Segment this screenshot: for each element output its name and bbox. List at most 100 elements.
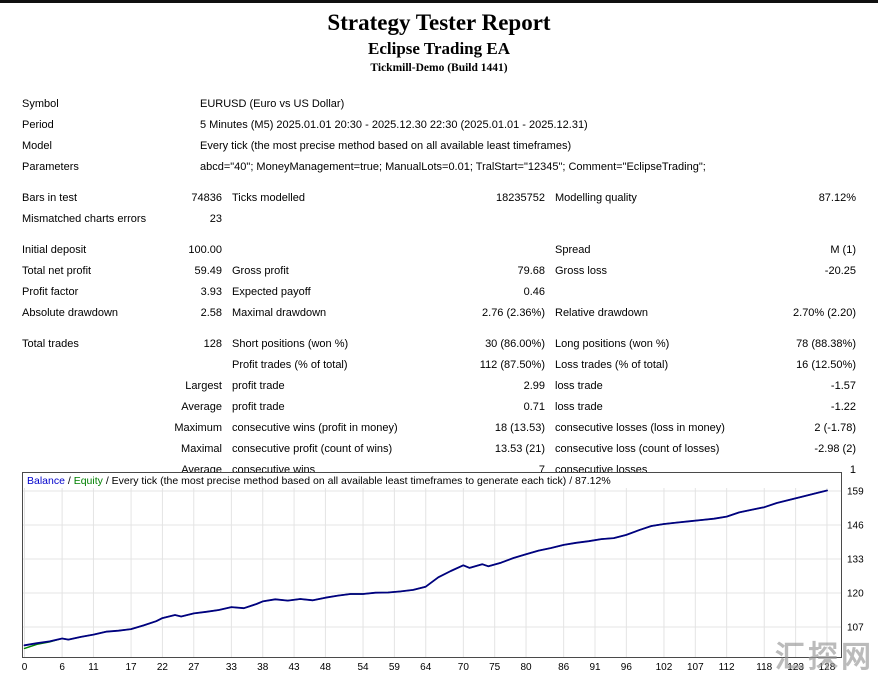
stat-value: -20.25 xyxy=(824,265,856,277)
x-axis-label: 91 xyxy=(589,662,601,673)
x-axis-label: 27 xyxy=(188,662,200,673)
stat-label: Profit trades (% of total) xyxy=(232,359,348,371)
stat-row: Initial deposit 100.00 Spread M (1) xyxy=(22,240,856,261)
stat-value: Maximum xyxy=(174,422,222,434)
stat-label: Total trades xyxy=(22,338,79,350)
legend-balance: Balance xyxy=(27,475,65,487)
x-axis-label: 43 xyxy=(289,662,301,673)
stat-label xyxy=(545,209,750,230)
stat-value: 0.71 xyxy=(523,401,545,413)
info-label: Model xyxy=(22,140,52,152)
stat-label: Loss trades (% of total) xyxy=(555,359,669,371)
info-value: EURUSD (Euro vs US Dollar) xyxy=(200,98,345,110)
stat-label: Gross profit xyxy=(232,265,289,277)
x-axis-label: 38 xyxy=(257,662,269,673)
stat-row: Maximal consecutive profit (count of wins… xyxy=(22,439,856,460)
stat-value: 23 xyxy=(209,213,222,225)
info-label: Parameters xyxy=(22,161,79,173)
stat-label: Long positions (won %) xyxy=(555,338,670,350)
stat-row: Profit factor 3.93 Expected payoff 0.46 xyxy=(22,282,856,303)
info-label: Period xyxy=(22,119,54,131)
stat-label xyxy=(222,240,450,261)
stat-value: 16 (12.50%) xyxy=(796,359,856,371)
stat-value: 2.70% (2.20) xyxy=(793,307,856,319)
stat-label xyxy=(22,376,160,397)
info-section: Symbol EURUSD (Euro vs US Dollar) Period 5 … xyxy=(22,94,856,178)
stat-label: Relative drawdown xyxy=(555,307,648,319)
stat-label: consecutive losses (loss in money) xyxy=(555,422,725,434)
info-value: Every tick (the most precise method base… xyxy=(200,140,572,152)
stat-row: Maximum consecutive wins (profit in money… xyxy=(22,418,856,439)
stat-value: M (1) xyxy=(830,244,856,256)
info-row: Symbol EURUSD (Euro vs US Dollar) xyxy=(22,94,856,115)
y-axis-label: 120 xyxy=(847,589,864,600)
info-value: abcd="40"; MoneyManagement=true; ManualL… xyxy=(200,161,706,173)
stat-value: 0.46 xyxy=(523,286,545,298)
stat-label: Spread xyxy=(555,244,591,256)
stat-label xyxy=(222,209,450,230)
x-axis-label: 64 xyxy=(420,662,432,673)
stat-label: loss trade xyxy=(555,401,603,413)
stat-label: Gross loss xyxy=(555,265,607,277)
stat-value: 100.00 xyxy=(188,244,222,256)
top-border xyxy=(0,0,878,3)
x-axis-label: 0 xyxy=(22,662,28,673)
stat-label: consecutive wins (profit in money) xyxy=(232,422,398,434)
stat-row: Total trades 128 Short positions (won %) 30… xyxy=(22,334,856,355)
stat-row: Total net profit 59.49 Gross profit 79.68 Gr… xyxy=(22,261,856,282)
y-axis-label: 107 xyxy=(847,623,864,634)
x-axis-label: 70 xyxy=(458,662,470,673)
stat-value: 2 (-1.78) xyxy=(814,422,856,434)
stat-row: Absolute drawdown 2.58 Maximal drawdown 2.7… xyxy=(22,303,856,324)
stat-value: -1.22 xyxy=(830,401,856,413)
stat-label: profit trade xyxy=(232,401,285,413)
stat-value: 2.76 (2.36%) xyxy=(482,307,545,319)
stat-label xyxy=(22,397,160,418)
x-axis-label: 75 xyxy=(489,662,501,673)
x-axis-label: 107 xyxy=(687,662,704,673)
stat-value: -2.98 (2) xyxy=(814,443,856,455)
balance-line xyxy=(23,489,828,647)
stat-value xyxy=(450,209,545,230)
x-axis-label: 96 xyxy=(621,662,633,673)
stat-value: 74836 xyxy=(191,192,222,204)
x-axis-label: 59 xyxy=(389,662,401,673)
info-value: 5 Minutes (M5) 2025.01.01 20:30 - 2025.1… xyxy=(200,119,588,131)
stat-value: 112 (87.50%) xyxy=(479,359,545,371)
stat-value: 128 xyxy=(203,338,222,350)
report-header: Strategy Tester Report Eclipse Trading E… xyxy=(0,0,878,76)
x-axis-label: 112 xyxy=(719,662,735,673)
stat-value: 3.93 xyxy=(200,286,222,298)
x-axis-label: 6 xyxy=(59,662,65,673)
x-axis-label: 102 xyxy=(656,662,673,673)
stat-value: 13.53 (21) xyxy=(494,443,545,455)
stat-label: Short positions (won %) xyxy=(232,338,349,350)
stat-value: 78 (88.38%) xyxy=(796,338,856,350)
build-info: Tickmill-Demo (Build 1441) xyxy=(370,62,508,74)
chart-legend: Balance / Equity / Every tick (the most … xyxy=(27,475,611,488)
stat-label: Bars in test xyxy=(22,192,78,204)
info-row: Model Every tick (the most precise method… xyxy=(22,136,856,157)
y-axis-label: 159 xyxy=(847,487,864,498)
stat-value: 18 (13.53) xyxy=(494,422,545,434)
x-axis-label: 33 xyxy=(226,662,238,673)
legend-sep2: / xyxy=(102,475,112,487)
stat-label: Profit factor xyxy=(22,286,79,298)
legend-equity: Equity xyxy=(73,475,103,487)
stat-label: Initial deposit xyxy=(22,244,87,256)
stat-value: 59.49 xyxy=(194,265,222,277)
stat-value xyxy=(160,355,222,376)
stat-value: 79.68 xyxy=(517,265,545,277)
stat-value: 2.58 xyxy=(200,307,222,319)
stat-label xyxy=(22,418,160,439)
y-axis-label: 133 xyxy=(847,555,864,566)
stat-label xyxy=(22,355,160,376)
stat-value xyxy=(750,282,856,303)
stat-value: -1.57 xyxy=(830,380,856,392)
stat-value: Average xyxy=(181,401,222,413)
stat-label: loss trade xyxy=(555,380,603,392)
stat-label: Expected payoff xyxy=(232,286,311,298)
stats-section: Bars in test 74836 Ticks modelled 18235752 M… xyxy=(22,188,856,481)
expert-name: Eclipse Trading EA xyxy=(367,39,510,58)
balance-chart: Balance / Equity / Every tick (the most … xyxy=(22,472,867,674)
